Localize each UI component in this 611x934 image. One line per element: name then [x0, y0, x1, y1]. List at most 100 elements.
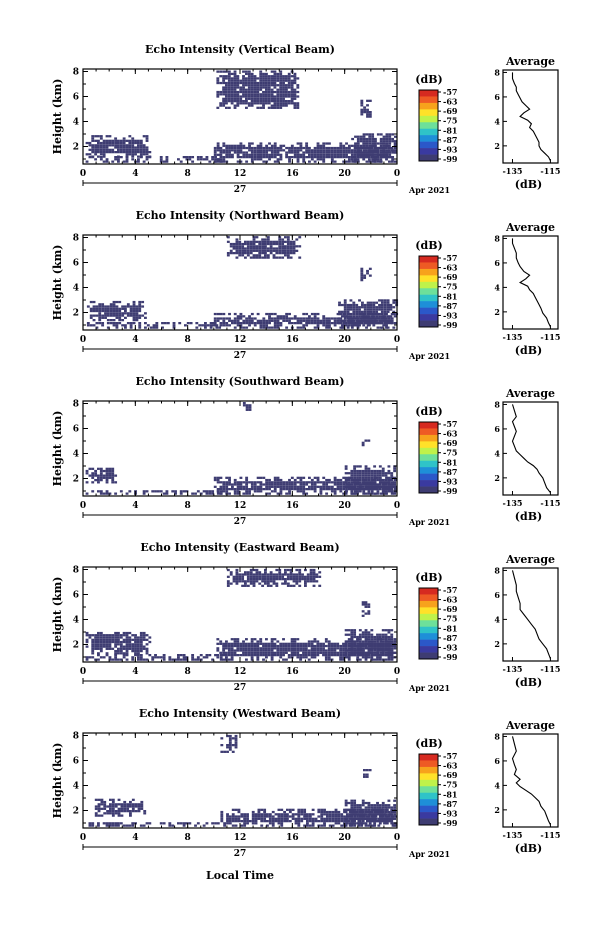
echo-cell	[138, 317, 141, 319]
echo-cell	[168, 825, 171, 827]
echo-cell	[288, 643, 291, 645]
echo-cell	[113, 319, 116, 321]
echo-cell	[345, 147, 348, 149]
echo-cell	[276, 645, 279, 647]
echo-cell	[259, 75, 262, 77]
echo-cell	[356, 640, 359, 642]
echo-cell	[370, 654, 373, 656]
echo-cell	[356, 815, 359, 817]
echo-cell	[114, 137, 117, 139]
echo-cell	[332, 813, 335, 815]
colorbar-label: -99	[443, 652, 458, 662]
echo-cell	[242, 643, 245, 645]
echo-cell	[298, 585, 301, 587]
echo-cell	[370, 643, 373, 645]
echo-cell	[97, 822, 100, 824]
echo-cell	[314, 151, 317, 153]
echo-cell	[362, 486, 365, 488]
echo-cell	[95, 815, 98, 817]
echo-cell	[264, 573, 267, 575]
echo-cell	[317, 147, 320, 149]
echo-cell	[134, 643, 137, 645]
echo-cell	[257, 151, 260, 153]
echo-cell	[345, 643, 348, 645]
echo-cell	[372, 315, 375, 317]
echo-cell	[331, 488, 334, 490]
echo-cell	[271, 75, 274, 77]
echo-cell	[376, 486, 379, 488]
echo-cell	[300, 142, 303, 144]
echo-cell	[89, 475, 92, 477]
echo-cell	[260, 322, 263, 324]
echo-cell	[260, 809, 263, 811]
echo-cell	[269, 813, 272, 815]
echo-cell	[350, 820, 353, 822]
echo-cell	[359, 809, 362, 811]
echo-cell	[89, 468, 92, 470]
echo-cell	[284, 250, 287, 252]
echo-cell	[234, 327, 237, 329]
echo-cell	[386, 142, 389, 144]
echo-cell	[291, 100, 294, 102]
echo-cell	[274, 75, 277, 77]
echo-cell	[359, 813, 362, 815]
echo-cell	[123, 142, 126, 144]
echo-cell	[331, 647, 334, 649]
echo-cell	[236, 576, 239, 578]
echo-cell	[214, 320, 217, 322]
echo-cell	[259, 100, 262, 102]
echo-cell	[97, 643, 100, 645]
echo-cell	[296, 638, 299, 640]
echo-cell	[382, 649, 385, 651]
echo-cell	[368, 638, 371, 640]
echo-cell	[114, 634, 117, 636]
echo-cell	[242, 156, 245, 158]
echo-cell	[329, 811, 332, 813]
echo-cell	[133, 319, 136, 321]
echo-cell	[120, 641, 123, 643]
echo-cell	[365, 606, 368, 608]
echo-cell	[197, 822, 200, 824]
echo-cell	[386, 149, 389, 151]
echo-cell	[382, 468, 385, 470]
echo-cell	[359, 643, 362, 645]
colorbar-label: -69	[443, 106, 458, 116]
echo-cell	[229, 822, 232, 824]
echo-cell	[121, 810, 124, 812]
echo-cell	[217, 154, 220, 156]
echo-cell	[334, 647, 337, 649]
echo-cell	[215, 327, 218, 329]
echo-cell	[279, 93, 282, 95]
echo-cell	[285, 84, 288, 86]
echo-cell	[268, 149, 271, 151]
echo-cell	[302, 656, 305, 658]
echo-cell	[91, 822, 94, 824]
echo-cell	[113, 305, 116, 307]
echo-cell	[117, 652, 120, 654]
echo-cell	[254, 647, 257, 649]
colorbar-unit: (dB)	[415, 73, 442, 86]
echo-cell	[216, 91, 219, 93]
echo-cell	[128, 643, 131, 645]
echo-cell	[254, 481, 257, 483]
echo-cell	[123, 656, 126, 658]
echo-cell	[123, 144, 126, 146]
echo-cell	[368, 825, 371, 827]
x-tick-label: 4	[132, 169, 138, 179]
echo-cell	[308, 477, 311, 479]
echo-cell	[248, 80, 251, 82]
echo-cell	[138, 324, 141, 326]
average-profile-line	[513, 570, 551, 658]
echo-cell	[101, 808, 104, 810]
echo-cell	[113, 315, 116, 317]
echo-cell	[237, 488, 240, 490]
echo-cell	[220, 158, 223, 160]
echo-cell	[290, 257, 293, 259]
echo-cell	[328, 481, 331, 483]
echo-cell	[352, 311, 355, 313]
echo-cell	[216, 643, 219, 645]
echo-cell	[285, 93, 288, 95]
echo-cell	[228, 80, 231, 82]
echo-cell	[103, 161, 106, 163]
echo-cell	[208, 493, 211, 495]
